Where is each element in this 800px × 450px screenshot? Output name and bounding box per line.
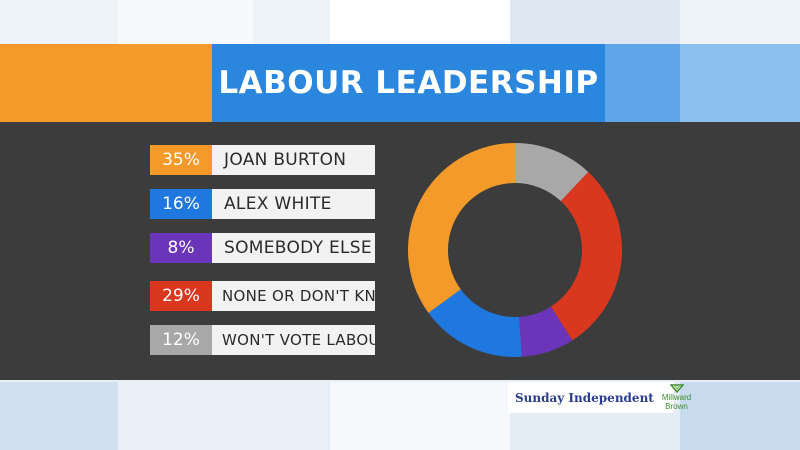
background-tile — [0, 382, 118, 450]
donut-slice-alex-white — [428, 289, 522, 357]
background-tile — [118, 382, 328, 450]
source-logos: Sunday Independent Millward Brown — [508, 382, 691, 413]
millward-brown-logo: Millward Brown — [662, 384, 691, 411]
millward-brown-line1: Millward — [661, 393, 692, 402]
legend-item-wont-vote-labour: 12% WON'T VOTE LABOUR — [150, 325, 375, 355]
chart-title: LABOUR LEADERSHIP — [212, 44, 605, 122]
background-tile — [510, 0, 680, 44]
donut-slice-somebody-else — [519, 306, 573, 357]
background-tile — [330, 0, 510, 44]
legend-percent: 35% — [150, 145, 212, 175]
legend-percent: 29% — [150, 281, 212, 311]
legend-percent: 8% — [150, 233, 212, 263]
legend-label: NONE OR DON'T KNOW — [212, 281, 375, 311]
legend-item-somebody-else: 8% SOMEBODY ELSE — [150, 233, 375, 263]
legend-item-alex-white: 16% ALEX WHITE — [150, 189, 375, 219]
millward-brown-line2: Brown — [665, 402, 688, 411]
header-accent-light — [605, 44, 680, 122]
legend-percent: 16% — [150, 189, 212, 219]
sunday-independent-logo: Sunday Independent — [515, 390, 654, 405]
header-band: LABOUR LEADERSHIP — [0, 44, 800, 122]
legend-item-none-or-dont-know: 29% NONE OR DON'T KNOW — [150, 281, 375, 311]
background-tile — [680, 382, 800, 450]
legend-percent: 12% — [150, 325, 212, 355]
donut-slice-won-t-vote-labour — [515, 143, 589, 202]
header-accent-lighter — [680, 44, 800, 122]
legend-label: JOAN BURTON — [212, 145, 375, 175]
legend-label: WON'T VOTE LABOUR — [212, 325, 375, 355]
millward-brown-icon — [669, 384, 684, 393]
top-background — [0, 0, 800, 44]
legend-item-joan-burton: 35% JOAN BURTON — [150, 145, 375, 175]
donut-slice-none-or-don-t-know — [550, 172, 622, 341]
header-accent-orange — [0, 44, 212, 122]
donut-chart — [408, 143, 622, 357]
background-tile — [330, 382, 510, 450]
donut-slice-joan-burton — [408, 143, 515, 313]
legend-label: SOMEBODY ELSE — [212, 233, 375, 263]
legend-label: ALEX WHITE — [212, 189, 375, 219]
chart-panel: 35% JOAN BURTON 16% ALEX WHITE 8% SOMEBO… — [0, 122, 800, 380]
background-tile — [118, 0, 253, 44]
